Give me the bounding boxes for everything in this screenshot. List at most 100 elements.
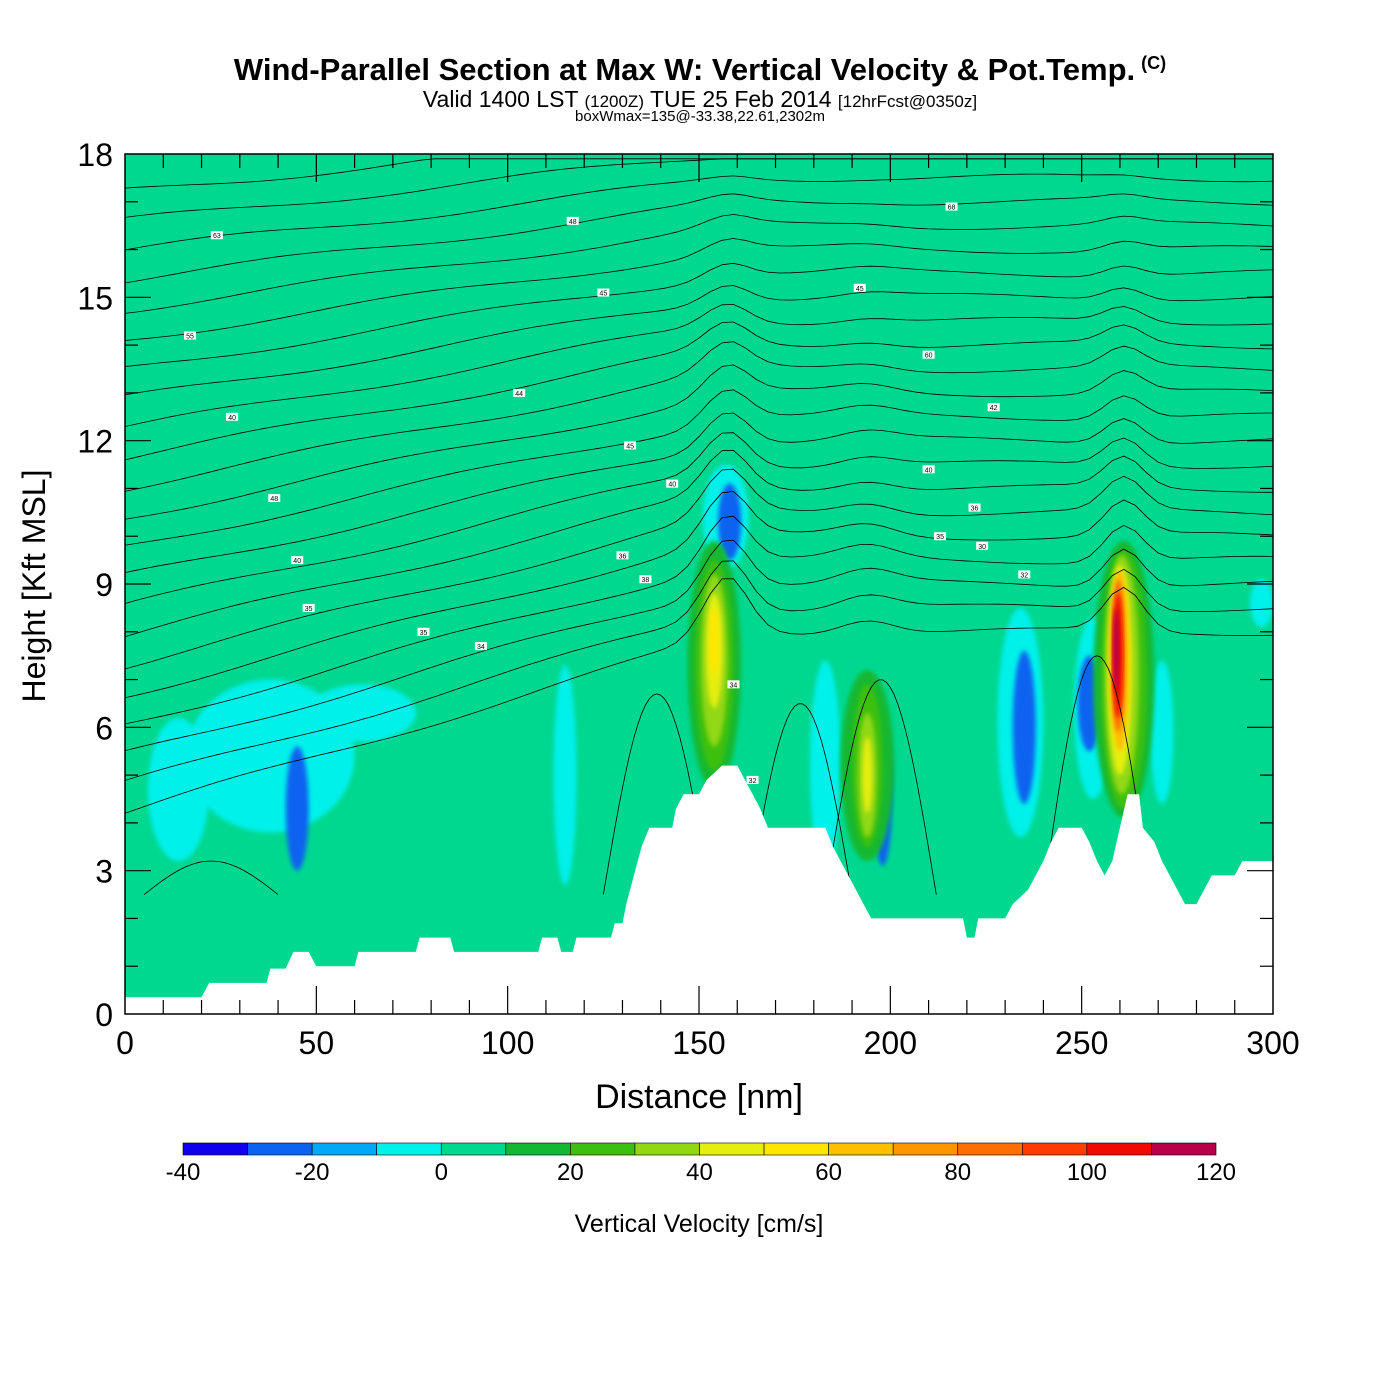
valid-date: TUE 25 Feb 2014 <box>649 86 832 112</box>
isentrope-label-text: 44 <box>515 391 523 398</box>
isentrope-line <box>125 262 1273 367</box>
colorbar-swatch <box>182 1142 248 1156</box>
isentrope-line <box>125 578 1273 814</box>
colorbar-tick-label: 20 <box>557 1159 584 1186</box>
valid-prefix: Valid 1400 LST <box>422 86 579 112</box>
y-tick-label: 18 <box>77 137 113 173</box>
colorbar-tick-label: 40 <box>686 1159 713 1186</box>
isentrope-label-text: 32 <box>749 778 757 785</box>
isentrope-label: 40 <box>922 465 935 474</box>
colorbar-swatch <box>376 1142 442 1156</box>
isentrope-line <box>125 321 1273 461</box>
y-tick-label: 12 <box>77 424 113 460</box>
velocity-region <box>945 154 981 642</box>
isentrope-line <box>125 449 1273 638</box>
velocity-region <box>1150 660 1174 804</box>
colorbar-tick-label: 80 <box>944 1159 971 1186</box>
forecast-info: [12hrFcst@0350z] <box>837 92 978 111</box>
isentrope-label: 40 <box>666 479 679 489</box>
isentrope-line <box>125 515 1273 725</box>
colorbar-swatch <box>1022 1142 1088 1156</box>
x-tick-label: 0 <box>116 1025 134 1061</box>
colorbar-tick-label: 60 <box>815 1159 842 1186</box>
velocity-region <box>862 736 873 814</box>
isentrope-label: 36 <box>616 551 629 560</box>
isentrope-line <box>125 285 1273 396</box>
x-tick-label: 150 <box>672 1025 725 1061</box>
isentrope-label-text: 42 <box>990 405 998 412</box>
isentrope-label: 32 <box>1018 570 1031 579</box>
x-tick-label: 100 <box>481 1025 534 1061</box>
isentrope-label-text: 45 <box>599 291 607 298</box>
colorbar-swatch <box>957 1142 1023 1156</box>
velocity-region <box>1081 154 1105 613</box>
isentrope-label: 63 <box>210 231 223 240</box>
isentrope-label: 34 <box>474 642 487 651</box>
velocity-region <box>1192 154 1224 584</box>
isentrope-line <box>1043 655 1151 895</box>
velocity-region <box>450 154 489 584</box>
velocity-region <box>809 660 841 871</box>
isentrope-label-text: 48 <box>270 496 278 503</box>
y-tick-label: 9 <box>95 567 113 603</box>
velocity-region <box>762 154 789 642</box>
isentrope-line <box>125 303 1273 427</box>
isentrope-label-text: 36 <box>619 553 627 560</box>
velocity-region <box>144 469 566 604</box>
colorbar-swatch <box>634 1142 700 1156</box>
x-tick-label: 300 <box>1246 1025 1299 1061</box>
colorbar-tick-label: 100 <box>1067 1159 1107 1186</box>
isentrope-label: 36 <box>968 503 981 513</box>
isentrope-label: 35 <box>302 603 315 613</box>
x-tick-label: 50 <box>299 1025 335 1061</box>
y-tick-label: 6 <box>95 710 113 746</box>
isentrope-label-text: 38 <box>642 577 650 584</box>
isentrope-line <box>125 560 1273 781</box>
velocity-region <box>308 684 416 742</box>
isentrope-label: 48 <box>268 494 281 503</box>
isentrope-label: 45 <box>853 283 866 293</box>
isentrope-line <box>143 860 279 895</box>
isentrope-line <box>125 412 1273 573</box>
isentrope-label: 48 <box>566 216 579 226</box>
boxwmax-info: boxWmax=135@-33.38,22.61,2302m <box>575 108 825 125</box>
isentrope-line <box>125 432 1273 604</box>
isentrope-label-text: 35 <box>936 534 944 541</box>
isentrope-label-text: 35 <box>420 630 428 637</box>
colorbar-swatch <box>763 1142 829 1156</box>
velocity-region <box>1250 579 1273 627</box>
isentrope-label: 32 <box>746 775 759 785</box>
isentrope-label-text: 68 <box>948 205 956 212</box>
velocity-region <box>821 154 853 584</box>
colorbar-swatch <box>1151 1142 1217 1156</box>
colorbar-swatch <box>440 1142 507 1156</box>
velocity-region <box>147 717 210 862</box>
isentrope-line <box>125 490 1273 699</box>
colorbar-tick-label: 0 <box>435 1159 448 1186</box>
x-tick-label: 250 <box>1055 1025 1108 1061</box>
isentrope-line <box>125 468 1273 670</box>
isentrope-label: 38 <box>639 575 652 584</box>
isentrope-label-text: 32 <box>1020 572 1028 579</box>
isentrope-label-text: 34 <box>477 644 485 651</box>
colorbar-swatch <box>311 1142 377 1156</box>
velocity-region <box>1135 154 1166 642</box>
colorbar-label: Vertical Velocity [cm/s] <box>575 1210 824 1238</box>
colorbar-swatch <box>892 1142 959 1156</box>
isentrope-label: 45 <box>597 288 610 298</box>
colorbar-swatch <box>247 1142 313 1156</box>
y-axis-label: Height [Kft MSL] <box>16 470 52 703</box>
isentrope-label: 44 <box>513 388 526 398</box>
isentrope-line <box>125 341 1273 492</box>
isentrope-label: 40 <box>291 556 304 565</box>
colorbar <box>182 1142 1217 1156</box>
isentrope-label-text: 55 <box>186 334 194 341</box>
isentrope-label: 40 <box>226 412 239 422</box>
colorbar-swatch <box>699 1142 765 1156</box>
isentrope-label: 45 <box>624 441 637 450</box>
isentrope-line <box>125 214 1273 314</box>
isentrope-label: 60 <box>922 350 935 360</box>
velocity-region <box>1012 650 1036 804</box>
isentrope-label-text: 36 <box>971 506 979 513</box>
